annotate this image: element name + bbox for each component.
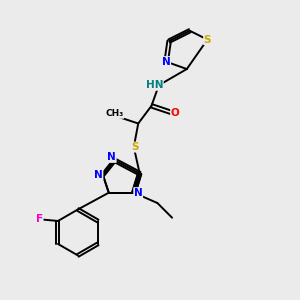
Text: N: N — [94, 170, 103, 180]
Text: N: N — [107, 152, 116, 162]
Text: HN: HN — [146, 80, 163, 90]
Text: CH₃: CH₃ — [106, 109, 124, 118]
Text: F: F — [36, 214, 43, 224]
Text: N: N — [134, 188, 142, 198]
Text: N: N — [162, 57, 171, 67]
Text: O: O — [171, 108, 179, 118]
Text: S: S — [131, 142, 138, 152]
Text: S: S — [204, 34, 211, 45]
